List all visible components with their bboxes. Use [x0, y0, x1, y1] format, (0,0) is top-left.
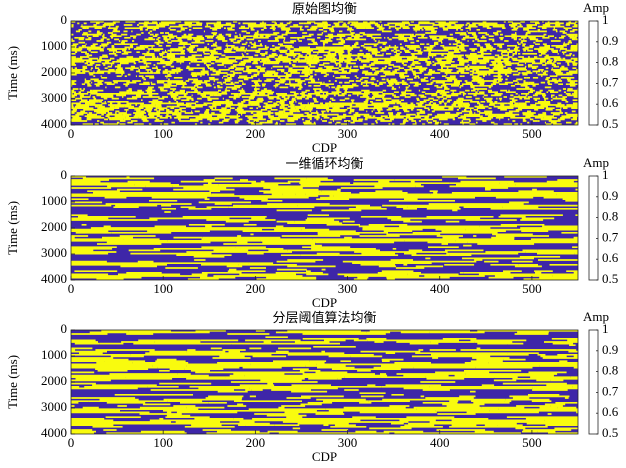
image-texture [71, 329, 578, 435]
colorbar-tick-label: 0.6 [602, 250, 619, 265]
y-axis-label: Time (ms) [5, 355, 20, 409]
x-tick-label: 200 [246, 126, 266, 141]
colorbar [588, 20, 599, 126]
colorbar-tick-label: 0.9 [602, 33, 618, 48]
y-axis-label: Time (ms) [5, 46, 20, 100]
x-tick-label: 0 [68, 126, 75, 141]
x-tick-label: 300 [338, 435, 358, 450]
y-tick-label: 0 [61, 321, 68, 336]
x-tick-label: 100 [153, 126, 173, 141]
x-tick-label: 300 [338, 281, 358, 296]
colorbar [588, 329, 599, 435]
y-tick-label: 1000 [41, 38, 67, 53]
x-tick-label: 400 [430, 281, 450, 296]
x-tick-label: 200 [246, 281, 266, 296]
y-tick-label: 4000 [41, 425, 67, 440]
x-axis-label: CDP [312, 140, 337, 155]
colorbar-tick-label: 0.5 [602, 425, 618, 440]
colorbar-tick-label: 0.8 [602, 54, 618, 69]
chart-title: 原始图均衡 [292, 1, 357, 16]
y-tick-label: 3000 [41, 399, 67, 414]
colorbar-tick-label: 0.9 [602, 188, 618, 203]
colorbar-tick-label: 0.7 [602, 229, 619, 244]
colorbar-label: Amp [583, 0, 609, 15]
y-tick-label: 2000 [41, 64, 67, 79]
colorbar-tick-label: 0.8 [602, 209, 618, 224]
colorbar-tick-label: 1 [602, 12, 609, 27]
y-tick-label: 2000 [41, 373, 67, 388]
colorbar-tick-label: 0.7 [602, 74, 619, 89]
colorbar-tick-label: 0.9 [602, 342, 618, 357]
y-tick-label: 3000 [41, 245, 67, 260]
colorbar-tick-label: 1 [602, 321, 609, 336]
image-texture [71, 20, 578, 126]
image-texture [71, 175, 578, 281]
colorbar-label: Amp [583, 155, 609, 170]
chart-title: 一维循环均衡 [285, 156, 363, 171]
y-axis-label: Time (ms) [5, 201, 20, 255]
y-tick-label: 1000 [41, 193, 67, 208]
colorbar [588, 175, 599, 281]
y-tick-label: 3000 [41, 90, 67, 105]
x-tick-label: 300 [338, 126, 358, 141]
x-tick-label: 0 [68, 281, 75, 296]
colorbar-tick-label: 0.5 [602, 271, 618, 286]
chart-title: 分层阈值算法均衡 [272, 310, 376, 325]
x-tick-label: 500 [522, 435, 542, 450]
x-tick-label: 400 [430, 126, 450, 141]
x-tick-label: 500 [522, 281, 542, 296]
y-tick-label: 0 [61, 12, 68, 27]
colorbar-tick-label: 0.6 [602, 95, 619, 110]
y-tick-label: 2000 [41, 219, 67, 234]
y-tick-label: 1000 [41, 347, 67, 362]
x-tick-label: 0 [68, 435, 75, 450]
x-tick-label: 400 [430, 435, 450, 450]
y-tick-label: 0 [61, 167, 68, 182]
colorbar-tick-label: 0.7 [602, 383, 619, 398]
x-axis-label: CDP [312, 295, 337, 310]
colorbar-tick-label: 0.6 [602, 404, 619, 419]
x-tick-label: 100 [153, 281, 173, 296]
x-tick-label: 200 [246, 435, 266, 450]
x-axis-label: CDP [312, 449, 337, 464]
colorbar-label: Amp [583, 309, 609, 324]
colorbar-tick-label: 0.8 [602, 363, 618, 378]
colorbar-tick-label: 0.5 [602, 116, 618, 131]
y-tick-label: 4000 [41, 116, 67, 131]
x-tick-label: 100 [153, 435, 173, 450]
x-tick-label: 500 [522, 126, 542, 141]
colorbar-tick-label: 1 [602, 167, 609, 182]
y-tick-label: 4000 [41, 271, 67, 286]
